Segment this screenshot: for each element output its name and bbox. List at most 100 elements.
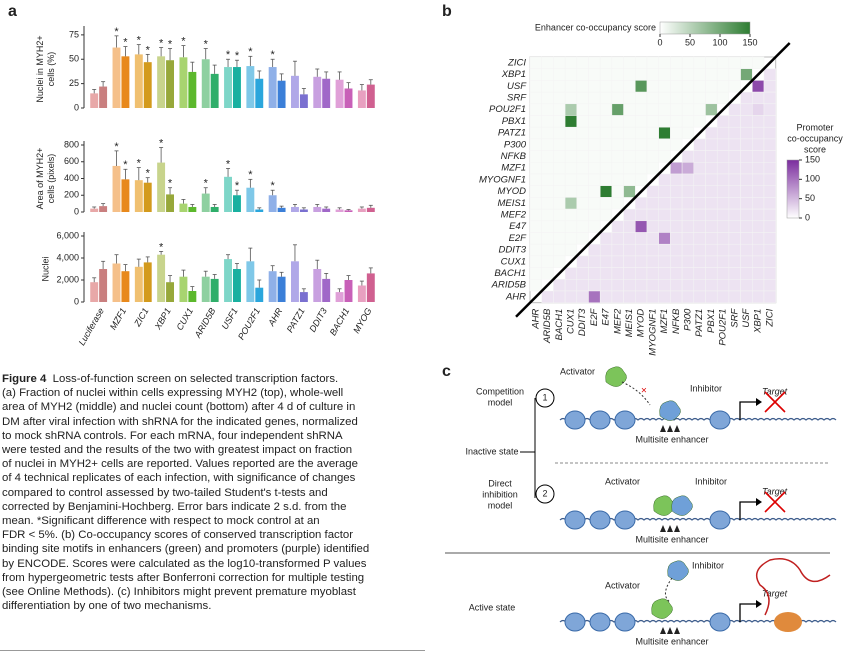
inhibitor-label: Inhibitor <box>692 560 724 570</box>
bar <box>344 210 353 212</box>
bar <box>255 78 264 108</box>
promoter-cell <box>611 220 624 233</box>
promoter-cell <box>658 208 671 222</box>
promoter-cell <box>658 255 671 268</box>
caption-line: (see Online Methods). (c) Inhibitors mig… <box>2 585 427 599</box>
enhancer-cell <box>564 162 578 175</box>
promoter-cell <box>705 267 718 280</box>
enhancer-cell <box>541 162 554 175</box>
column-label: BACH1 <box>554 309 565 341</box>
enhancer-cell <box>658 138 671 151</box>
bar <box>335 79 344 108</box>
significance-star: * <box>204 178 209 190</box>
enhancer-cell <box>553 220 566 233</box>
enhancer-cell <box>529 126 542 140</box>
enhancer-cell <box>529 173 542 186</box>
enhancer-cell <box>599 68 613 81</box>
promoter-cell <box>716 115 730 128</box>
x-mark <box>764 491 786 513</box>
enhancer-cell <box>693 91 706 105</box>
bar <box>291 75 299 108</box>
promoter-cell <box>752 80 765 93</box>
promoter-cell <box>728 173 741 186</box>
enhancer-cell <box>529 185 542 198</box>
promoter-cell <box>693 232 706 245</box>
column-label: P300 <box>682 308 693 331</box>
promoter-cell <box>716 150 730 163</box>
caption-line: binding site motifs in enhancers (green)… <box>2 542 427 556</box>
blocked-arrow <box>621 381 651 406</box>
promoter-cell <box>611 279 624 292</box>
x-tick-label: CUX1 <box>175 306 196 332</box>
nucleosome <box>614 612 636 632</box>
arrow-head <box>756 600 762 608</box>
bar <box>188 206 197 212</box>
bar <box>157 162 166 212</box>
promoter-cell <box>611 290 624 303</box>
promoter-cell <box>599 243 613 257</box>
enhancer-cell <box>529 162 542 175</box>
enhancer-site <box>674 525 680 532</box>
promoter-cell <box>705 279 718 292</box>
promoter-cell <box>635 267 648 280</box>
caption-text: differentiation by one of two mechanisms… <box>2 600 212 613</box>
promoter-cell <box>635 220 648 233</box>
model-label: model <box>488 500 513 510</box>
promoter-cell <box>599 232 613 245</box>
enhancer-cell <box>611 68 624 81</box>
promoter-cell <box>681 162 695 175</box>
y-axis-label: cells (%) <box>46 52 56 87</box>
promoter-cell <box>646 243 659 257</box>
caption-text: (a) Fraction of nuclei within cells expr… <box>2 387 344 400</box>
promoter-cell <box>576 279 589 292</box>
promoter-cell <box>728 150 741 163</box>
enhancer-cell <box>576 232 589 245</box>
activator <box>651 598 673 619</box>
enhancer-cell <box>623 173 636 186</box>
enhancer-cell <box>576 197 589 210</box>
promoter-cell <box>752 290 765 303</box>
enhancer-cell <box>716 80 730 93</box>
enhancer-cell <box>611 91 624 105</box>
enhancer-label: Multisite enhancer <box>635 434 708 444</box>
row-label: AHR <box>505 291 526 302</box>
promoter-cell <box>763 290 776 303</box>
promoter-cell <box>728 220 741 233</box>
enhancer-cell <box>553 243 566 257</box>
enhancer-cell <box>681 68 695 81</box>
enhancer-cell <box>611 150 624 163</box>
enhancer-cell <box>576 220 589 233</box>
promoter-cell <box>646 232 659 245</box>
promoter-cell <box>553 290 566 303</box>
promoter-cell <box>740 220 753 233</box>
row-label: MYOGNF1 <box>479 174 526 185</box>
enhancer-cell <box>588 150 601 163</box>
promoter-cell <box>623 220 636 233</box>
nucleosome <box>564 510 586 530</box>
enhancer-cell <box>564 232 578 245</box>
bar <box>166 194 174 212</box>
y-axis-label: Nuclei <box>40 256 50 281</box>
enhancer-site <box>660 525 666 532</box>
x-tick-label: XBP1 <box>152 306 173 332</box>
enhancer-cell <box>670 68 683 81</box>
x-tick-label: MYOG <box>351 306 373 335</box>
significance-star: * <box>123 159 128 171</box>
caption-text: by ENCODE. Scores were calculated as the… <box>2 557 367 570</box>
enhancer-cell <box>670 80 683 93</box>
model-number: 1 <box>542 392 547 402</box>
enhancer-cell <box>588 138 601 151</box>
enhancer-cell <box>576 91 589 105</box>
promoter-cell <box>553 279 566 292</box>
bar <box>224 67 232 108</box>
enhancer-cell <box>681 91 695 105</box>
activator <box>653 495 675 516</box>
enhancer-site <box>667 525 673 532</box>
promoter-cell <box>681 267 695 280</box>
caption-line: to mock shRNA controls. For each mRNA, f… <box>2 429 427 443</box>
promoter-cell <box>693 255 706 268</box>
bar <box>143 62 152 108</box>
promoter-cell <box>716 220 730 233</box>
significance-star: * <box>114 141 119 153</box>
promoter-cell <box>740 255 753 268</box>
